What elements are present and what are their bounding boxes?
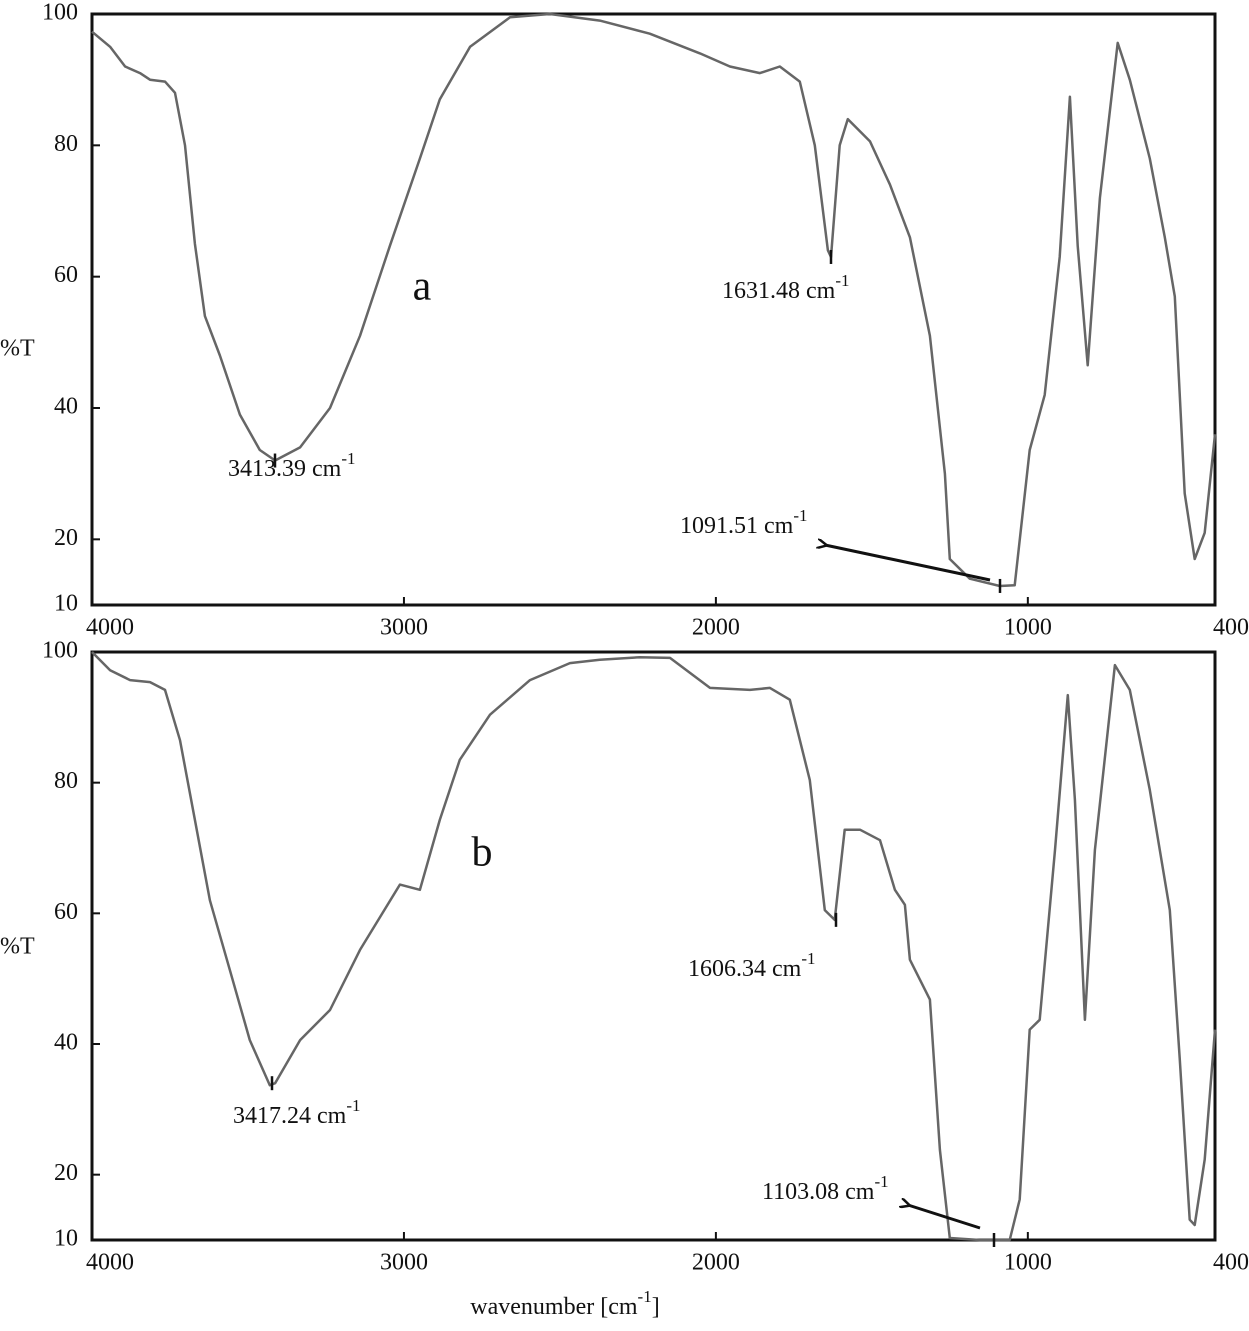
x-tick-label: 3000 [380, 615, 428, 641]
peak-annotation-sup: -1 [346, 1096, 360, 1115]
spectrum-line [91, 12, 1217, 588]
y-tick-label: 20 [54, 1160, 78, 1186]
peak-annotation: 1091.51 cm-1 [680, 506, 808, 539]
spectrum-line [91, 651, 1217, 1242]
plot-frame [90, 12, 1217, 607]
y-tick-label: 20 [54, 525, 78, 551]
x-tick-label: 1000 [1004, 1250, 1052, 1276]
x-tick-label: 4000 [86, 1250, 134, 1276]
y-tick-label: 60 [54, 262, 78, 288]
x-tick-label: 400 [1213, 615, 1249, 641]
y-axis-label: %T [0, 336, 35, 362]
plot-frame [90, 650, 1217, 1242]
annotation-arrow [825, 545, 991, 582]
panel-label: a [413, 264, 432, 310]
peak-annotation-text: 3417.24 cm [233, 1103, 347, 1129]
peak-annotation-sup: -1 [793, 506, 807, 525]
y-tick-label: 40 [54, 394, 78, 420]
peak-annotation: 1631.48 cm-1 [722, 271, 850, 304]
y-tick-label: 100 [42, 0, 78, 26]
y-axis-label: %T [0, 934, 35, 960]
x-axis-label-sup: -1 [638, 1287, 652, 1306]
annotation-arrow [908, 1205, 981, 1230]
peak-annotation: 3413.39 cm-1 [228, 449, 356, 482]
peak-annotation: 1606.34 cm-1 [688, 949, 816, 982]
y-tick-label: 80 [54, 768, 78, 794]
y-tick-label: 100 [42, 638, 78, 664]
x-tick-label: 2000 [692, 1250, 740, 1276]
peak-annotation-text: 1606.34 cm [688, 956, 802, 982]
peak-annotation-text: 1631.48 cm [722, 278, 836, 304]
y-tick-label: 60 [54, 899, 78, 925]
x-axis-label: wavenumber [cm-1] [470, 1287, 659, 1320]
y-tick-label: 80 [54, 131, 78, 157]
y-tick-label: 10 [54, 1226, 78, 1252]
x-tick-label: 4000 [86, 615, 134, 641]
peak-annotation-text: 1103.08 cm [762, 1179, 875, 1205]
peak-annotation: 1103.08 cm-1 [762, 1172, 889, 1205]
y-tick-label: 40 [54, 1030, 78, 1056]
panel-label: b [472, 830, 493, 876]
x-axis-label-text: wavenumber [cm [470, 1294, 638, 1320]
y-tick-label: 10 [54, 591, 78, 617]
peak-annotation-sup: -1 [874, 1172, 888, 1191]
peak-annotation: 3417.24 cm-1 [233, 1096, 361, 1129]
peak-annotation-sup: -1 [341, 449, 355, 468]
x-tick-label: 1000 [1004, 615, 1052, 641]
x-tick-label: 3000 [380, 1250, 428, 1276]
x-tick-label: 2000 [692, 615, 740, 641]
peak-annotation-sup: -1 [801, 949, 815, 968]
x-axis-label-end: ] [652, 1294, 660, 1320]
x-tick-label: 400 [1213, 1250, 1249, 1276]
peak-annotation-text: 1091.51 cm [680, 513, 794, 539]
peak-annotation-text: 3413.39 cm [228, 456, 342, 482]
peak-annotation-sup: -1 [835, 271, 849, 290]
